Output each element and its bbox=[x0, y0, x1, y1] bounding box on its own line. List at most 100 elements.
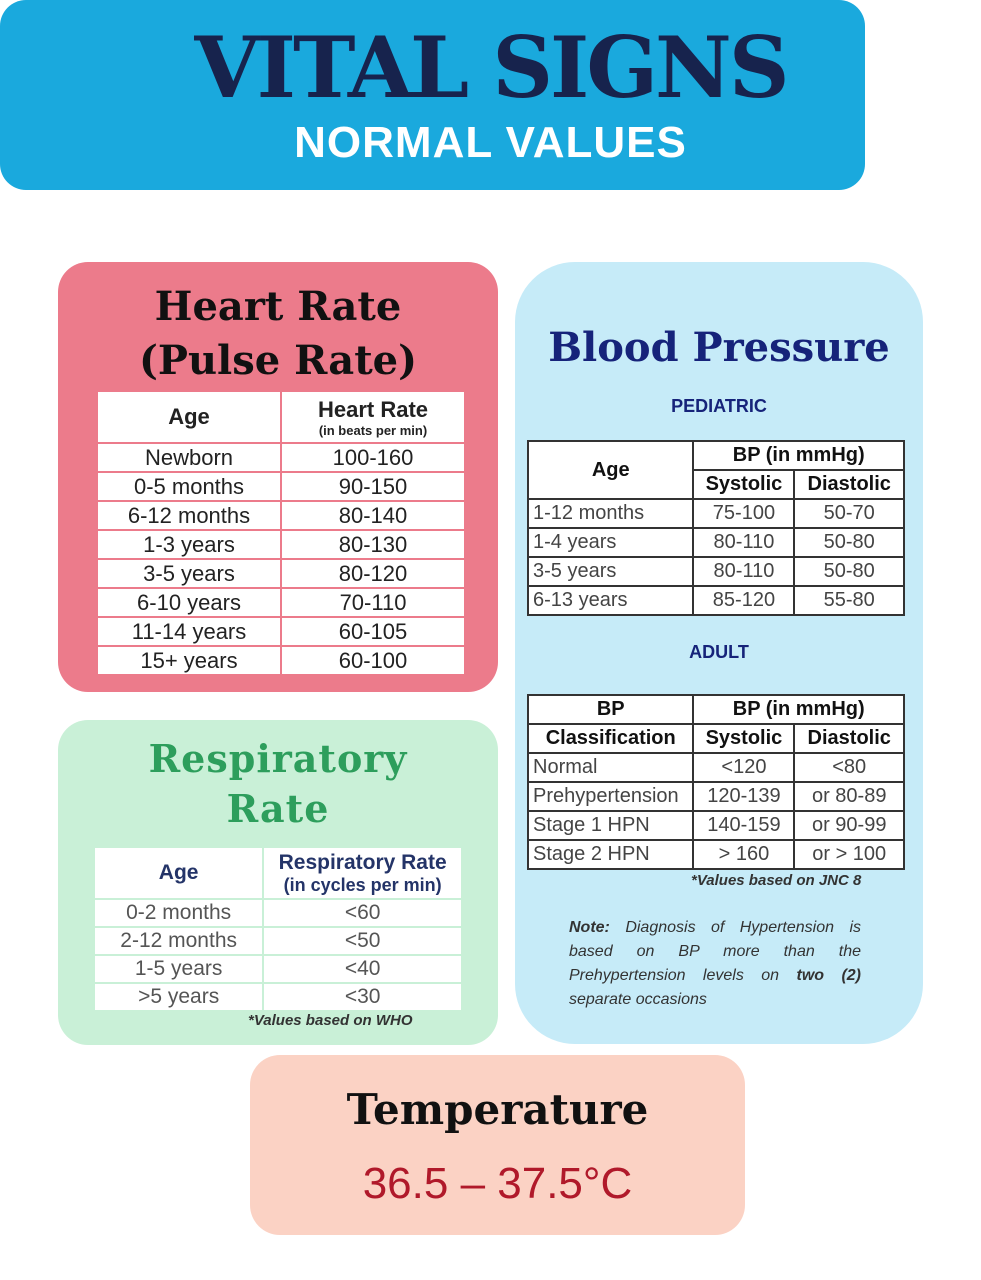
table-cell: 85-120 bbox=[692, 585, 796, 616]
table-cell: Newborn bbox=[96, 442, 282, 473]
temperature-title: Temperature bbox=[346, 1085, 649, 1134]
table-cell: 0-5 months bbox=[96, 471, 282, 502]
heart-rate-header-label: Heart Rate bbox=[317, 396, 429, 422]
table-row: 1-5 years <40 bbox=[92, 954, 463, 984]
table-row: Stage 2 HPN > 160 or > 100 bbox=[526, 839, 905, 870]
table-cell: 80-110 bbox=[692, 527, 796, 558]
table-cell: 75-100 bbox=[692, 498, 796, 529]
heart-rate-title-line2: (Pulse Rate) bbox=[138, 337, 418, 384]
table-cell: Stage 1 HPN bbox=[526, 810, 695, 841]
table-cell: <60 bbox=[262, 898, 463, 928]
heart-rate-card: Heart Rate (Pulse Rate) Age Heart Rate (… bbox=[58, 262, 498, 692]
column-header-bp-label: BP bbox=[526, 694, 695, 725]
table-cell: 1-5 years bbox=[92, 954, 265, 984]
table-cell: 50-80 bbox=[793, 556, 905, 587]
pediatric-label: PEDIATRIC bbox=[671, 396, 767, 416]
respiratory-title-line1: Respiratory bbox=[148, 736, 408, 781]
table-cell: 100-160 bbox=[280, 442, 466, 473]
note-label: Note: bbox=[569, 919, 610, 936]
respiratory-rate-table: Age Respiratory Rate (in cycles per min)… bbox=[92, 846, 463, 1012]
table-cell: <50 bbox=[262, 926, 463, 956]
table-cell: 1-4 years bbox=[526, 527, 695, 558]
column-header-heart-rate: Heart Rate (in beats per min) bbox=[280, 390, 466, 444]
table-cell: 3-5 years bbox=[526, 556, 695, 587]
note-text: Diagnosis of Hypertension is based on BP… bbox=[569, 919, 861, 984]
table-cell: <40 bbox=[262, 954, 463, 984]
column-header-diastolic: Diastolic bbox=[793, 723, 905, 754]
table-cell: 6-12 months bbox=[96, 500, 282, 531]
table-cell: >5 years bbox=[92, 982, 265, 1012]
table-cell: 1-12 months bbox=[526, 498, 695, 529]
column-header-bp: BP (in mmHg) bbox=[692, 694, 905, 725]
respiratory-title-line2: Rate bbox=[226, 786, 330, 831]
table-cell: 55-80 bbox=[793, 585, 905, 616]
table-cell: 3-5 years bbox=[96, 558, 282, 589]
table-cell: 6-13 years bbox=[526, 585, 695, 616]
table-row: 1-4 years 80-110 50-80 bbox=[526, 527, 905, 558]
table-row: Normal <120 <80 bbox=[526, 752, 905, 783]
column-header-respiratory-rate: Respiratory Rate (in cycles per min) bbox=[262, 846, 463, 900]
table-cell: Stage 2 HPN bbox=[526, 839, 695, 870]
pediatric-bp-table: Age BP (in mmHg) Systolic Diastolic 1-12… bbox=[526, 440, 905, 616]
table-cell: 60-100 bbox=[280, 645, 466, 676]
heart-rate-title: Heart Rate (Pulse Rate) bbox=[58, 280, 498, 388]
note-text-end: separate occasions bbox=[569, 991, 707, 1008]
table-row: 15+ years 60-100 bbox=[96, 645, 466, 676]
table-row: Newborn 100-160 bbox=[96, 442, 466, 473]
column-header-systolic: Systolic bbox=[692, 469, 796, 500]
table-cell: 50-80 bbox=[793, 527, 905, 558]
temperature-value: 36.5 – 37.5°C bbox=[362, 1159, 633, 1208]
table-row: 1-3 years 80-130 bbox=[96, 529, 466, 560]
table-cell: 11-14 years bbox=[96, 616, 282, 647]
table-cell: or 90-99 bbox=[793, 810, 905, 841]
heart-rate-header-unit: (in beats per min) bbox=[318, 422, 428, 438]
table-row: 1-12 months 75-100 50-70 bbox=[526, 498, 905, 529]
table-cell: 50-70 bbox=[793, 498, 905, 529]
table-cell: 70-110 bbox=[280, 587, 466, 618]
note-emphasis: two (2) bbox=[796, 967, 862, 984]
table-cell: 120-139 bbox=[692, 781, 796, 812]
blood-pressure-card: Blood Pressure PEDIATRIC Age BP (in mmHg… bbox=[515, 262, 923, 1044]
column-header-age: Age bbox=[92, 846, 265, 900]
table-cell: 6-10 years bbox=[96, 587, 282, 618]
adult-label: ADULT bbox=[689, 642, 749, 662]
table-cell: > 160 bbox=[692, 839, 796, 870]
page-subtitle: NORMAL VALUES bbox=[294, 118, 687, 167]
blood-pressure-title: Blood Pressure bbox=[548, 324, 890, 371]
adult-bp-table: BP BP (in mmHg) Classification Systolic … bbox=[526, 694, 905, 870]
temperature-card: Temperature 36.5 – 37.5°C bbox=[250, 1055, 745, 1235]
table-cell: Prehypertension bbox=[526, 781, 695, 812]
table-row: Prehypertension 120-139 or 80-89 bbox=[526, 781, 905, 812]
table-row: 6-10 years 70-110 bbox=[96, 587, 466, 618]
respiratory-header-label: Respiratory Rate bbox=[278, 850, 447, 874]
table-cell: Normal bbox=[526, 752, 695, 783]
table-cell: 2-12 months bbox=[92, 926, 265, 956]
column-header-age: Age bbox=[96, 390, 282, 444]
table-cell: 15+ years bbox=[96, 645, 282, 676]
table-cell: 80-140 bbox=[280, 500, 466, 531]
table-row: 3-5 years 80-110 50-80 bbox=[526, 556, 905, 587]
table-row: 0-2 months <60 bbox=[92, 898, 463, 928]
table-row: 11-14 years 60-105 bbox=[96, 616, 466, 647]
heart-rate-table: Age Heart Rate (in beats per min) Newbor… bbox=[96, 390, 466, 676]
column-header-classification: Classification bbox=[526, 723, 695, 754]
column-header-age: Age bbox=[526, 440, 695, 500]
table-cell: or > 100 bbox=[793, 839, 905, 870]
table-row: 0-5 months 90-150 bbox=[96, 471, 466, 502]
column-header-diastolic: Diastolic bbox=[793, 469, 905, 500]
table-cell: 0-2 months bbox=[92, 898, 265, 928]
table-cell: <30 bbox=[262, 982, 463, 1012]
table-cell: <120 bbox=[692, 752, 796, 783]
hypertension-note: Note: Diagnosis of Hypertension is based… bbox=[569, 916, 861, 1012]
table-cell: 60-105 bbox=[280, 616, 466, 647]
table-cell: 1-3 years bbox=[96, 529, 282, 560]
table-cell: 80-120 bbox=[280, 558, 466, 589]
respiratory-header-unit: (in cycles per min) bbox=[283, 874, 442, 895]
column-header-systolic: Systolic bbox=[692, 723, 796, 754]
table-cell: 140-159 bbox=[692, 810, 796, 841]
table-row: 6-13 years 85-120 55-80 bbox=[526, 585, 905, 616]
table-cell: 80-130 bbox=[280, 529, 466, 560]
column-header-bp: BP (in mmHg) bbox=[692, 440, 905, 471]
jnc-note: *Values based on JNC 8 bbox=[691, 872, 862, 889]
table-cell: <80 bbox=[793, 752, 905, 783]
